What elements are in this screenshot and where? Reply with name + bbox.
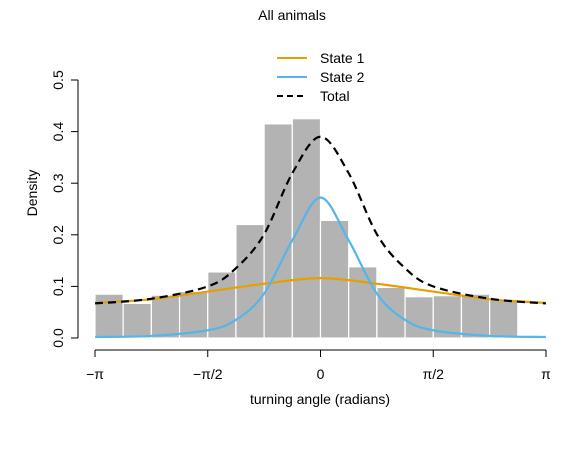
histogram-bar [122,302,152,339]
y-tick-label: 0.2 [50,225,66,245]
histogram-bar [263,123,293,339]
histogram-bar [178,290,209,339]
histogram-bar [207,271,237,339]
x-tick-label: 0 [317,366,325,382]
histogram-bar [404,296,434,339]
y-axis: 0.0 0.1 0.2 0.3 0.4 0.5 [50,70,79,348]
series-line-total [95,135,546,305]
x-tick-label: π/2 [423,366,445,382]
x-tick-label: −π/2 [193,366,223,382]
legend-label: Total [320,88,350,104]
y-tick-label: 0.4 [50,122,66,142]
histogram-bar [376,286,406,339]
density-curves [95,135,546,339]
y-tick-label: 0.5 [50,70,66,90]
y-tick-label: 0.3 [50,173,66,193]
histogram-bar [348,266,378,339]
series-line-state-2 [95,196,546,339]
legend: State 1 State 2 Total [277,50,365,104]
y-tick-label: 0.1 [50,276,66,296]
series-line-state-1 [95,277,546,305]
x-axis-label: turning angle (radians) [250,391,390,407]
chart-title: All animals [258,7,326,23]
histogram [94,118,519,339]
histogram-bar [460,293,491,339]
y-axis-label: Density [24,170,40,217]
x-tick-label: π [541,366,551,382]
histogram-bar [489,298,519,339]
legend-label: State 2 [320,69,365,85]
x-axis: −π −π/2 0 π/2 π [86,349,551,382]
histogram-bar [150,294,181,339]
histogram-bar [291,118,322,339]
legend-label: State 1 [320,50,365,66]
x-tick-label: −π [86,366,104,382]
y-tick-label: 0.0 [50,328,66,348]
